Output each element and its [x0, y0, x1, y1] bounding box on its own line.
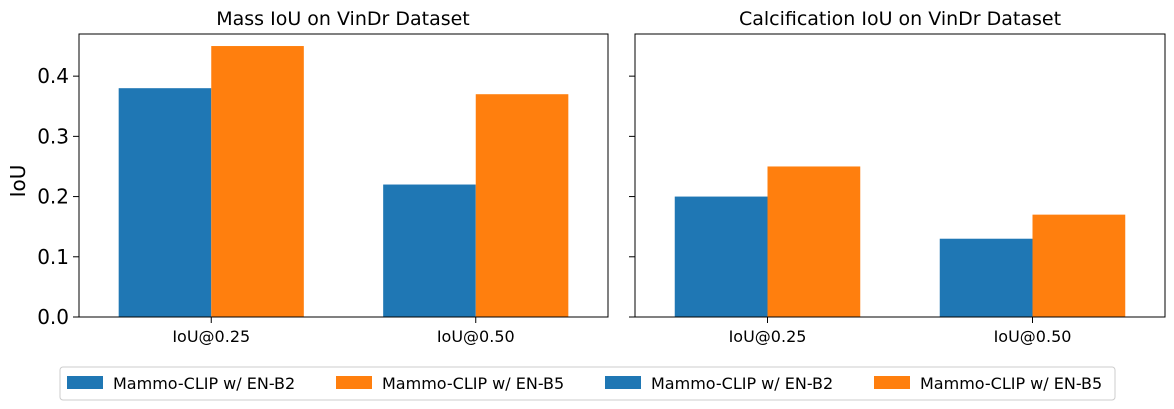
legend: Mammo-CLIP w/ EN-B2 Mammo-CLIP w/ EN-B5 Ma…: [59, 366, 1116, 401]
chart-title: Mass IoU on VinDr Dataset: [216, 8, 470, 30]
bar: [383, 184, 476, 317]
x-ticks: IoU@0.25 IoU@0.50: [729, 317, 1072, 346]
y-ticks: 0.0 0.1 0.2 0.3 0.4: [37, 64, 79, 329]
x-ticks: IoU@0.25 IoU@0.50: [172, 317, 515, 346]
x-tick-label: IoU@0.25: [172, 327, 250, 346]
bar: [211, 46, 304, 317]
legend-swatch: [605, 376, 641, 389]
plot-frame: [78, 33, 609, 318]
legend-swatch: [336, 376, 372, 389]
mass-iou-chart: Mass IoU on VinDr Dataset IoU 0.00.10.20…: [6, 8, 609, 346]
y-tick-label: 0.0: [37, 305, 69, 329]
legend-box: [59, 366, 1116, 401]
y-axis-label: IoU: [6, 165, 30, 198]
bars: [674, 166, 1126, 317]
legend-swatch: [67, 376, 103, 389]
y-tick-label: 0.1: [37, 245, 69, 269]
y-tick-label: 0.2: [37, 185, 69, 209]
legend-label: Mammo-CLIP w/ EN-B2: [651, 374, 833, 393]
y-tick-label: 0.4: [37, 64, 69, 88]
bar: [674, 196, 768, 317]
x-tick-label: IoU@0.50: [994, 327, 1072, 346]
bar: [767, 166, 861, 317]
bar: [475, 94, 569, 318]
plot-frame: [634, 33, 1166, 318]
bar: [1032, 214, 1126, 317]
x-tick-label: IoU@0.25: [729, 327, 807, 346]
bars: [118, 46, 569, 318]
y-ticks: [629, 75, 635, 318]
bar: [939, 238, 1033, 317]
legend-label: Mammo-CLIP w/ EN-B5: [382, 374, 564, 393]
y-tick-label: 0.3: [37, 124, 69, 148]
legend-label: Mammo-CLIP w/ EN-B5: [920, 374, 1102, 393]
calcification-iou-chart: Calcification IoU on VinDr Dataset IoU@0…: [629, 8, 1166, 346]
x-tick-label: IoU@0.50: [437, 327, 515, 346]
bar: [118, 88, 212, 317]
legend-label: Mammo-CLIP w/ EN-B2: [113, 374, 295, 393]
legend-swatch: [874, 376, 910, 389]
chart-title: Calcification IoU on VinDr Dataset: [739, 8, 1061, 30]
